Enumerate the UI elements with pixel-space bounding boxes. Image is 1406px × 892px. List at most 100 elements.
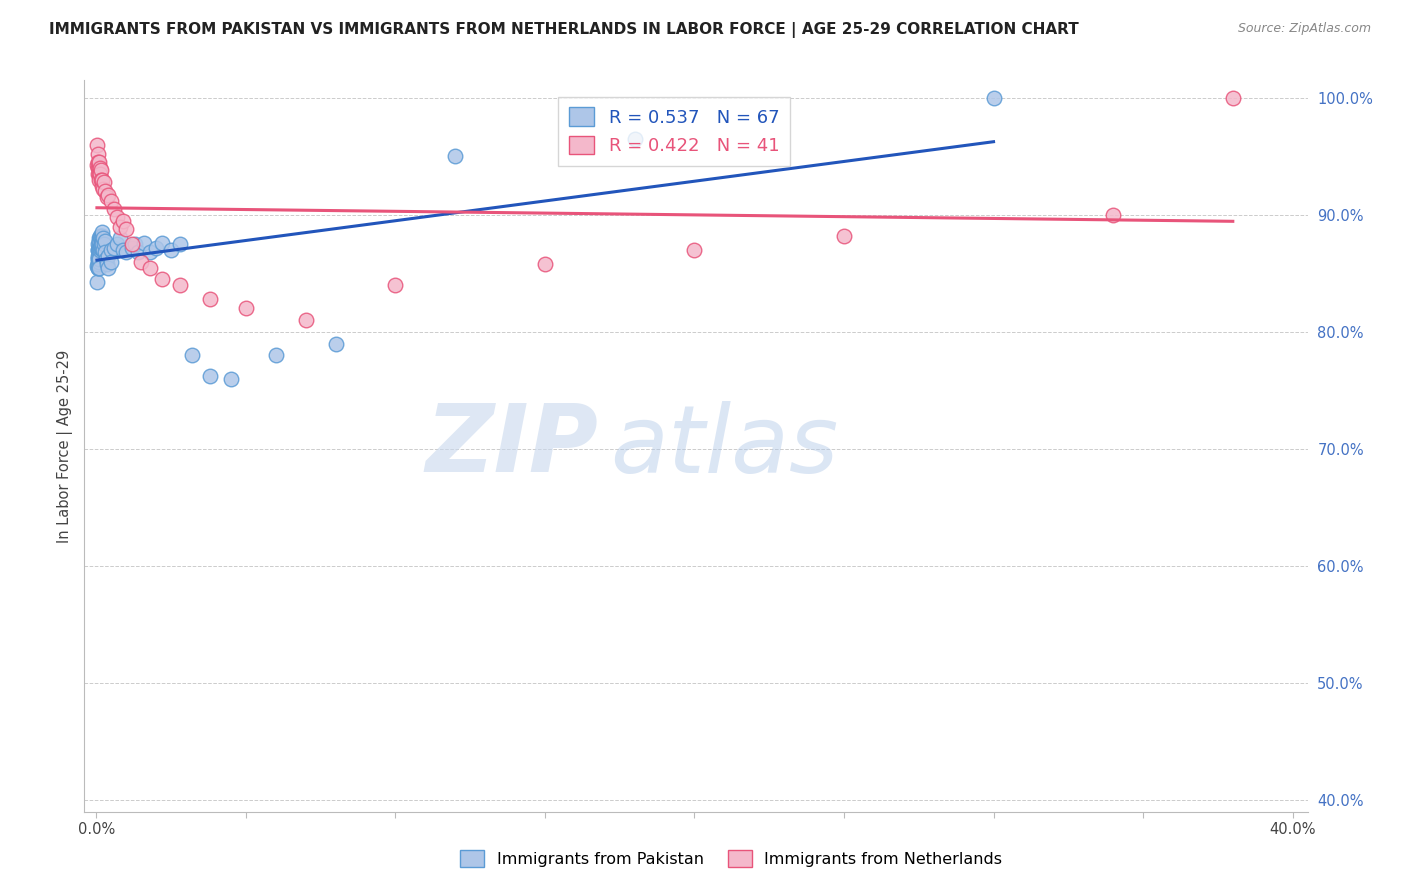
Point [94, 252, 117, 267]
Point [1102, 208, 1125, 222]
Point [89, 234, 111, 248]
Point [91, 231, 114, 245]
Point [94, 185, 117, 199]
Point [93, 175, 115, 189]
Point [110, 219, 132, 234]
Point [97, 260, 120, 275]
Point [91, 237, 114, 252]
Point [89, 167, 111, 181]
Point [87, 161, 110, 175]
Point [97, 188, 120, 202]
Point [87, 243, 110, 257]
Text: ZIP: ZIP [425, 400, 598, 492]
Point [90, 241, 112, 255]
Point [87, 249, 110, 263]
Point [89, 243, 111, 257]
Point [100, 243, 122, 257]
Point [86, 137, 108, 152]
Point [264, 348, 287, 362]
Point [150, 235, 173, 250]
Point [169, 237, 191, 252]
Point [87, 257, 110, 271]
Point [90, 228, 112, 243]
Point [294, 313, 316, 327]
Point [105, 211, 128, 225]
Point [87, 243, 110, 257]
Point [89, 241, 111, 255]
Point [87, 167, 110, 181]
Point [121, 241, 143, 255]
Point [832, 228, 855, 243]
Legend: R = 0.537   N = 67, R = 0.422   N = 41: R = 0.537 N = 67, R = 0.422 N = 41 [558, 96, 790, 166]
Point [103, 241, 125, 255]
Point [89, 231, 111, 245]
Point [105, 237, 128, 252]
Point [90, 237, 112, 252]
Point [134, 235, 156, 250]
Point [115, 245, 138, 260]
Point [181, 348, 204, 362]
Point [86, 147, 108, 161]
Point [534, 257, 557, 271]
Point [97, 249, 120, 263]
Point [87, 161, 110, 175]
Point [91, 173, 114, 187]
Point [86, 252, 108, 267]
Point [93, 237, 115, 252]
Point [89, 252, 111, 267]
Point [103, 202, 125, 216]
Point [100, 194, 122, 208]
Point [384, 278, 406, 293]
Point [86, 260, 108, 275]
Legend: Immigrants from Pakistan, Immigrants from Netherlands: Immigrants from Pakistan, Immigrants fro… [454, 844, 1008, 873]
Point [96, 190, 118, 204]
Point [90, 241, 112, 255]
Point [89, 161, 111, 175]
Point [91, 226, 114, 240]
Point [1222, 91, 1244, 105]
Point [91, 243, 114, 257]
Point [623, 132, 645, 146]
Point [129, 254, 152, 268]
Y-axis label: In Labor Force | Age 25-29: In Labor Force | Age 25-29 [58, 350, 73, 542]
Point [90, 178, 112, 193]
Point [87, 155, 110, 169]
Point [87, 237, 110, 252]
Point [91, 182, 114, 196]
Point [89, 243, 111, 257]
Point [89, 237, 111, 252]
Text: IMMIGRANTS FROM PAKISTAN VS IMMIGRANTS FROM NETHERLANDS IN LABOR FORCE | AGE 25-: IMMIGRANTS FROM PAKISTAN VS IMMIGRANTS F… [49, 22, 1078, 38]
Point [87, 254, 110, 268]
Point [145, 241, 167, 255]
Point [160, 243, 183, 257]
Point [219, 372, 242, 386]
Point [90, 239, 112, 253]
Point [235, 301, 257, 316]
Point [94, 245, 117, 260]
Point [87, 167, 110, 181]
Point [198, 292, 221, 306]
Point [112, 243, 135, 257]
Point [139, 260, 162, 275]
Point [112, 213, 135, 227]
Point [90, 173, 112, 187]
Point [96, 257, 118, 271]
Point [169, 278, 191, 293]
Point [90, 228, 112, 243]
Point [121, 237, 143, 252]
Point [87, 242, 110, 256]
Point [444, 149, 467, 163]
Point [325, 336, 347, 351]
Point [86, 275, 108, 289]
Point [110, 231, 132, 245]
Point [139, 245, 162, 260]
Point [87, 251, 110, 265]
Point [150, 272, 173, 286]
Point [87, 260, 110, 275]
Point [87, 239, 110, 253]
Text: Source: ZipAtlas.com: Source: ZipAtlas.com [1237, 22, 1371, 36]
Point [87, 249, 110, 263]
Point [115, 222, 138, 236]
Point [89, 155, 111, 169]
Point [100, 254, 122, 268]
